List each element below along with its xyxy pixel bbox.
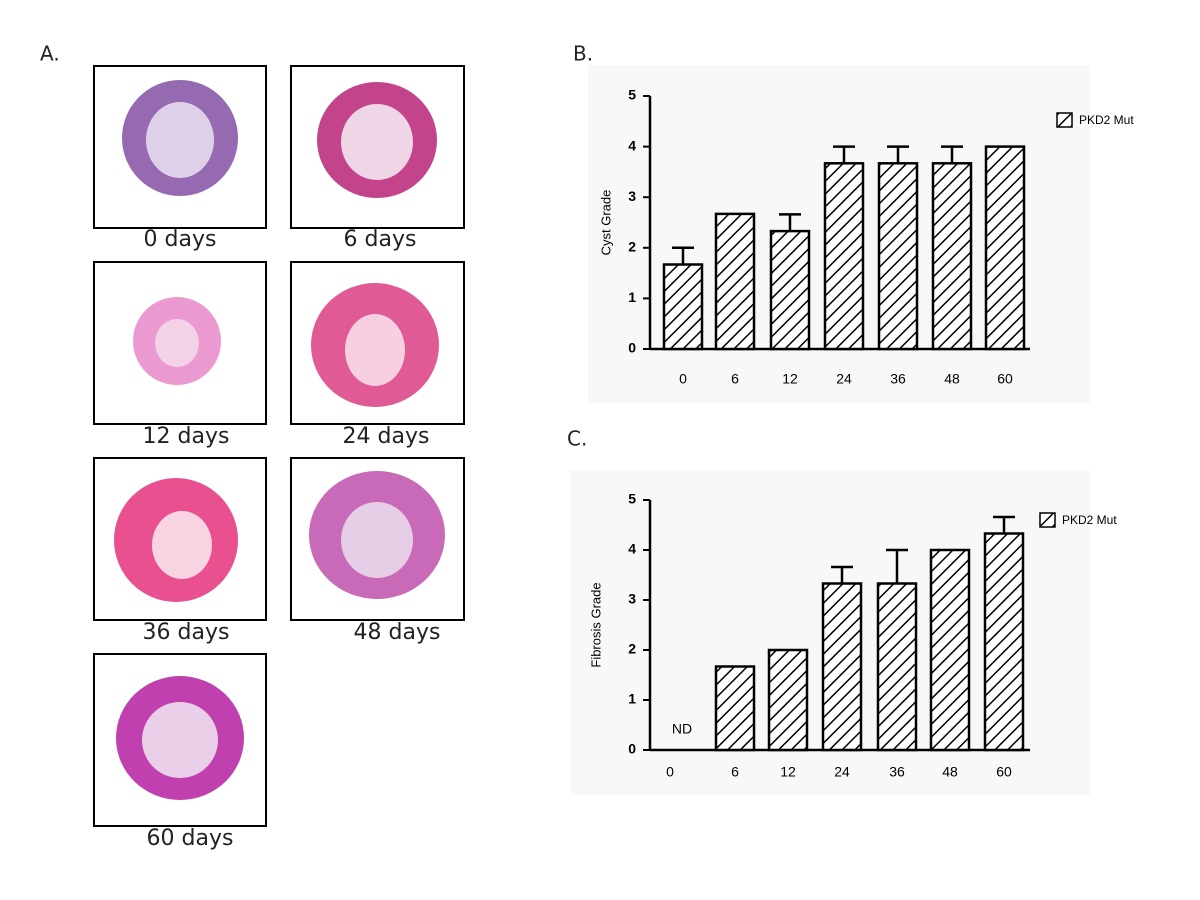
bar: [876, 582, 918, 752]
kidney-image: [146, 102, 214, 178]
kidney-image: [142, 702, 218, 778]
image-caption: 24 days: [343, 424, 430, 449]
bar: [984, 145, 1026, 351]
bar: [983, 532, 1025, 752]
x-tick-label: 48: [944, 371, 960, 387]
y-tick-label: 2: [628, 239, 636, 255]
x-tick-label: 60: [997, 371, 1013, 387]
image-caption: 6 days: [344, 227, 417, 252]
error-bar: [833, 145, 855, 164]
x-tick-label: 24: [834, 764, 850, 780]
y-tick-label: 1: [628, 289, 636, 305]
bar: [714, 212, 756, 351]
y-tick-label: 2: [628, 641, 636, 657]
x-tick-label: 12: [782, 371, 798, 387]
kidney-image: [341, 104, 413, 180]
x-tick-label: 36: [890, 371, 906, 387]
legend-label: PKD2 Mut: [1079, 113, 1134, 127]
error-bar: [672, 246, 694, 265]
error-bar: [993, 515, 1015, 534]
bar: [823, 162, 865, 351]
x-tick-label: 0: [666, 764, 674, 780]
error-bar: [831, 565, 853, 584]
error-bar: [887, 145, 909, 164]
y-tick-label: 3: [628, 188, 636, 204]
bar: [877, 162, 919, 351]
kidney-image: [152, 511, 212, 579]
y-tick-label: 5: [628, 491, 636, 507]
y-tick-label: 1: [628, 691, 636, 707]
legend-label: PKD2 Mut: [1062, 513, 1117, 527]
bar: [662, 263, 704, 351]
bar: [931, 162, 973, 351]
image-grid: [93, 65, 465, 827]
kidney-image: [155, 319, 199, 367]
bar: [821, 582, 863, 752]
y-axis-label: Cyst Grade: [598, 190, 613, 256]
bar: [769, 229, 811, 351]
y-tick-label: 4: [628, 137, 636, 153]
kidney-image: [345, 314, 405, 386]
y-tick-label: 3: [628, 591, 636, 607]
y-tick-label: 0: [628, 741, 636, 757]
y-tick-label: 0: [628, 340, 636, 356]
legend-swatch: [1056, 112, 1073, 128]
x-tick-label: 6: [731, 764, 739, 780]
error-bar: [886, 548, 908, 584]
error-bar: [941, 145, 963, 164]
y-axis-label: Fibrosis Grade: [588, 582, 603, 667]
x-tick-label: 0: [679, 371, 687, 387]
image-caption: 48 days: [354, 620, 441, 645]
annotation: ND: [672, 721, 692, 737]
bar: [714, 665, 756, 752]
panel-label: B.: [573, 42, 593, 66]
x-tick-label: 48: [942, 764, 958, 780]
bar: [929, 548, 971, 752]
error-bar: [779, 213, 801, 232]
y-tick-label: 5: [628, 87, 636, 103]
image-caption: 0 days: [144, 227, 217, 252]
image-caption: 12 days: [143, 424, 230, 449]
y-tick-label: 4: [628, 541, 636, 557]
kidney-image: [341, 502, 413, 578]
x-tick-label: 12: [780, 764, 796, 780]
legend-swatch: [1039, 512, 1056, 528]
x-tick-label: 24: [836, 371, 852, 387]
bar: [767, 648, 809, 752]
x-tick-label: 60: [996, 764, 1012, 780]
image-caption: 36 days: [143, 620, 230, 645]
x-tick-label: 6: [731, 371, 739, 387]
panel-label: A.: [40, 42, 60, 66]
x-tick-label: 36: [889, 764, 905, 780]
panel-label: C.: [567, 427, 587, 451]
image-caption: 60 days: [147, 826, 234, 851]
